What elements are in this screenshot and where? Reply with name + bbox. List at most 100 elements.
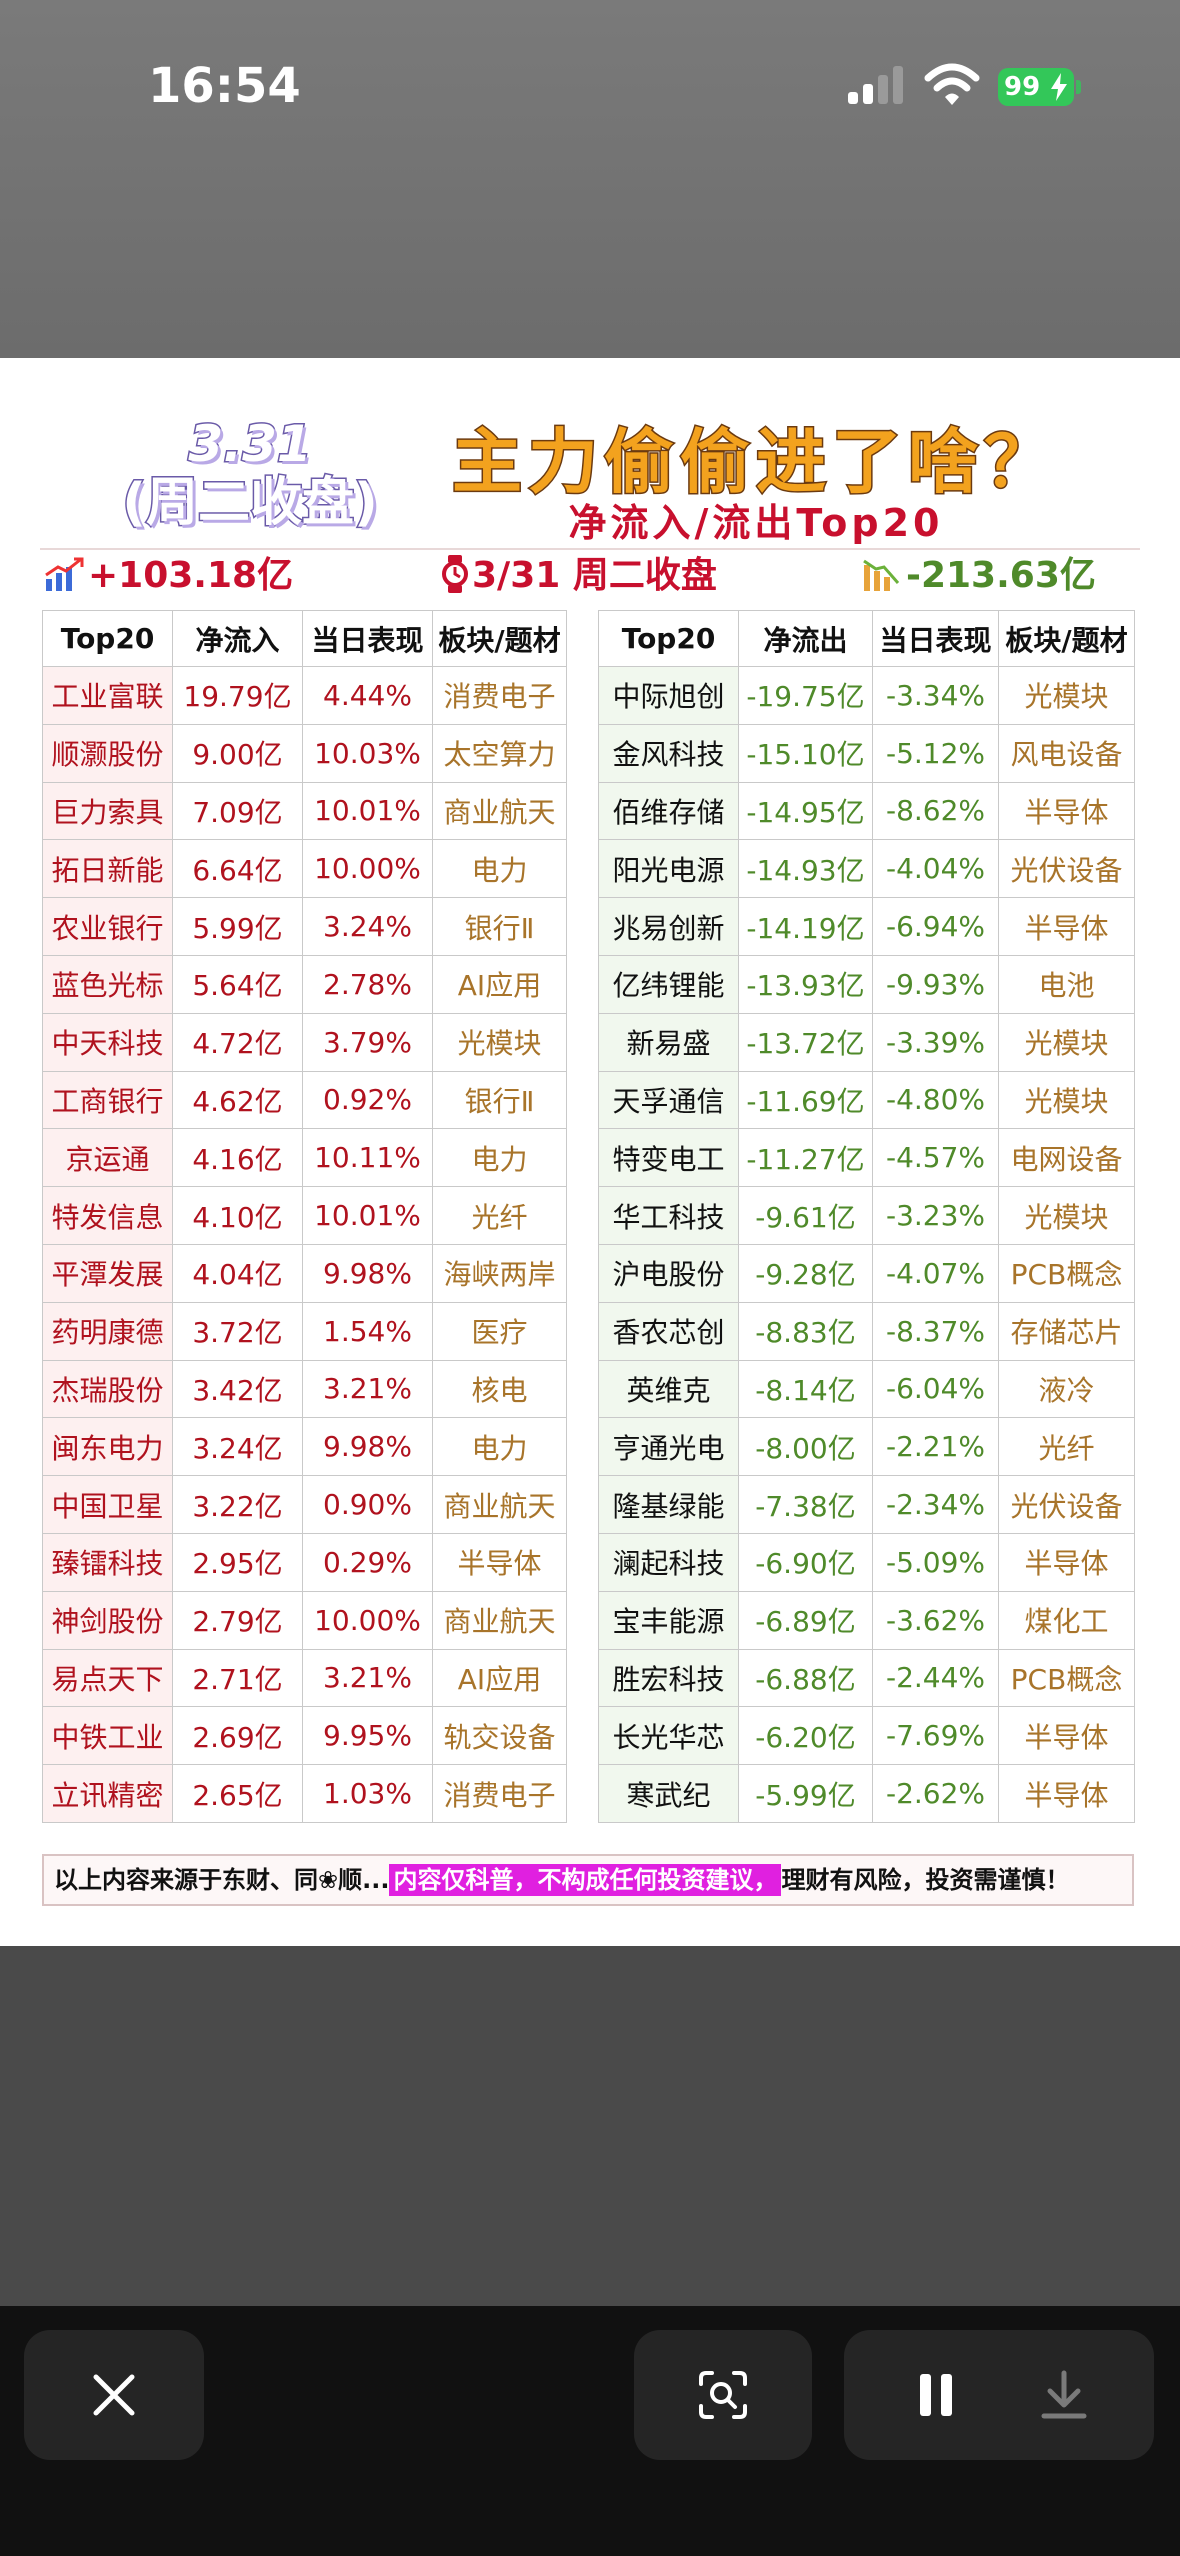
status-time: 16:54 bbox=[148, 58, 301, 114]
outflow-net-amount: -14.93亿 bbox=[738, 839, 873, 899]
outflow-stock-name: 新易盛 bbox=[598, 1012, 739, 1072]
outflow-sector: 半导体 bbox=[998, 781, 1135, 841]
inflow-row: 中国卫星 3.22亿 0.90% 商业航天 bbox=[42, 1475, 567, 1534]
outflow-sector: 光模块 bbox=[998, 1070, 1135, 1130]
outflow-header-change: 当日表现 bbox=[872, 610, 999, 667]
inflow-net-amount: 6.64亿 bbox=[172, 839, 303, 899]
total-inflow: +103.18亿 bbox=[44, 548, 293, 604]
outflow-daily-change: -3.23% bbox=[872, 1186, 999, 1245]
outflow-daily-change: -2.44% bbox=[872, 1648, 999, 1708]
poster-date: 3.31 bbox=[187, 415, 313, 474]
outflow-daily-change: -6.04% bbox=[872, 1359, 999, 1419]
outflow-row: 香农芯创 -8.83亿 -8.37% 存储芯片 bbox=[598, 1301, 1135, 1361]
outflow-daily-change: -4.04% bbox=[872, 839, 999, 899]
outflow-row: 金风科技 -15.10亿 -5.12% 风电设备 bbox=[598, 723, 1135, 783]
visual-lookup-button[interactable] bbox=[634, 2330, 812, 2460]
inflow-net-amount: 4.10亿 bbox=[172, 1186, 303, 1245]
inflow-stock-name: 工业富联 bbox=[42, 666, 173, 725]
inflow-row: 神剑股份 2.79亿 10.00% 商业航天 bbox=[42, 1590, 567, 1650]
outflow-daily-change: -8.37% bbox=[872, 1301, 999, 1361]
outflow-row: 佰维存储 -14.95亿 -8.62% 半导体 bbox=[598, 781, 1135, 841]
outflow-row: 寒武纪 -5.99亿 -2.62% 半导体 bbox=[598, 1764, 1135, 1823]
inflow-row: 巨力索具 7.09亿 10.01% 商业航天 bbox=[42, 781, 567, 841]
inflow-stock-name: 京运通 bbox=[42, 1128, 173, 1188]
outflow-stock-name: 宝丰能源 bbox=[598, 1590, 739, 1650]
outflow-net-amount: -15.10亿 bbox=[738, 723, 873, 783]
inflow-sector: 消费电子 bbox=[432, 666, 567, 725]
inflow-daily-change: 2.78% bbox=[302, 954, 433, 1014]
outflow-stock-name: 兆易创新 bbox=[598, 897, 739, 956]
inflow-table: Top20 净流入 当日表现 板块/题材 工业富联 19.79亿 4.44% 消费电子… bbox=[42, 610, 567, 1823]
inflow-row: 工业富联 19.79亿 4.44% 消费电子 bbox=[42, 666, 567, 725]
inflow-row: 工商银行 4.62亿 0.92% 银行Ⅱ bbox=[42, 1070, 567, 1130]
outflow-row: 长光华芯 -6.20亿 -7.69% 半导体 bbox=[598, 1706, 1135, 1766]
inflow-sector: 电力 bbox=[432, 1128, 567, 1188]
outflow-net-amount: -6.90亿 bbox=[738, 1532, 873, 1592]
download-icon[interactable] bbox=[1040, 2370, 1088, 2420]
inflow-row: 立讯精密 2.65亿 1.03% 消费电子 bbox=[42, 1764, 567, 1823]
outflow-stock-name: 特变电工 bbox=[598, 1128, 739, 1188]
disclaimer: 以上内容来源于东财、同❀顺... 内容仅科普，不构成任何投资建议， 理财有风险，投资… bbox=[42, 1854, 1134, 1906]
outflow-net-amount: -8.00亿 bbox=[738, 1417, 873, 1477]
outflow-net-amount: -9.61亿 bbox=[738, 1186, 873, 1245]
inflow-row: 药明康德 3.72亿 1.54% 医疗 bbox=[42, 1301, 567, 1361]
total-outflow-value: -213.63亿 bbox=[906, 555, 1096, 596]
outflow-daily-change: -3.62% bbox=[872, 1590, 999, 1650]
inflow-net-amount: 7.09亿 bbox=[172, 781, 303, 841]
outflow-sector: 电网设备 bbox=[998, 1128, 1135, 1188]
inflow-net-amount: 9.00亿 bbox=[172, 723, 303, 783]
inflow-daily-change: 1.03% bbox=[302, 1764, 433, 1823]
outflow-header-sector: 板块/题材 bbox=[998, 610, 1135, 667]
outflow-daily-change: -5.12% bbox=[872, 723, 999, 783]
close-icon bbox=[93, 2374, 135, 2416]
inflow-row: 平潭发展 4.04亿 9.98% 海峡两岸 bbox=[42, 1243, 567, 1303]
inflow-net-amount: 2.71亿 bbox=[172, 1648, 303, 1708]
outflow-net-amount: -7.38亿 bbox=[738, 1475, 873, 1534]
outflow-row: 兆易创新 -14.19亿 -6.94% 半导体 bbox=[598, 897, 1135, 956]
outflow-table: Top20 净流出 当日表现 板块/题材 中际旭创 -19.75亿 -3.34% 光模… bbox=[598, 610, 1135, 1823]
inflow-stock-name: 中铁工业 bbox=[42, 1706, 173, 1766]
inflow-row: 中铁工业 2.69亿 9.95% 轨交设备 bbox=[42, 1706, 567, 1766]
outflow-daily-change: -6.94% bbox=[872, 897, 999, 956]
inflow-stock-name: 立讯精密 bbox=[42, 1764, 173, 1823]
outflow-stock-name: 中际旭创 bbox=[598, 666, 739, 725]
outflow-stock-name: 金风科技 bbox=[598, 723, 739, 783]
outflow-sector: 光伏设备 bbox=[998, 1475, 1135, 1534]
poster-image[interactable]: 3.31 (周二收盘) 主力偷偷进了啥？ 净流入/流出Top20 +103.18… bbox=[0, 358, 1180, 1946]
inflow-daily-change: 0.29% bbox=[302, 1532, 433, 1592]
outflow-header-amount: 净流出 bbox=[738, 610, 873, 667]
outflow-row: 宝丰能源 -6.89亿 -3.62% 煤化工 bbox=[598, 1590, 1135, 1650]
outflow-row: 澜起科技 -6.90亿 -5.09% 半导体 bbox=[598, 1532, 1135, 1592]
visual-lookup-icon bbox=[699, 2371, 747, 2419]
inflow-daily-change: 3.24% bbox=[302, 897, 433, 956]
outflow-net-amount: -14.19亿 bbox=[738, 897, 873, 956]
inflow-stock-name: 神剑股份 bbox=[42, 1590, 173, 1650]
inflow-header-change: 当日表现 bbox=[302, 610, 433, 667]
inflow-net-amount: 3.22亿 bbox=[172, 1475, 303, 1534]
pause-icon[interactable] bbox=[914, 2372, 958, 2418]
wifi-icon bbox=[924, 63, 980, 105]
inflow-net-amount: 3.72亿 bbox=[172, 1301, 303, 1361]
inflow-net-amount: 2.95亿 bbox=[172, 1532, 303, 1592]
close-button[interactable] bbox=[24, 2330, 204, 2460]
falling-chart-icon bbox=[863, 559, 900, 591]
outflow-daily-change: -3.39% bbox=[872, 1012, 999, 1072]
outflow-net-amount: -13.93亿 bbox=[738, 954, 873, 1014]
outflow-net-amount: -11.27亿 bbox=[738, 1128, 873, 1188]
outflow-row: 胜宏科技 -6.88亿 -2.44% PCB概念 bbox=[598, 1648, 1135, 1708]
title-divider bbox=[40, 548, 1140, 550]
outflow-stock-name: 香农芯创 bbox=[598, 1301, 739, 1361]
outflow-stock-name: 英维克 bbox=[598, 1359, 739, 1419]
outflow-stock-name: 佰维存储 bbox=[598, 781, 739, 841]
outflow-sector: 风电设备 bbox=[998, 723, 1135, 783]
outflow-stock-name: 阳光电源 bbox=[598, 839, 739, 899]
outflow-stock-name: 沪电股份 bbox=[598, 1243, 739, 1303]
inflow-net-amount: 4.04亿 bbox=[172, 1243, 303, 1303]
inflow-stock-name: 农业银行 bbox=[42, 897, 173, 956]
outflow-net-amount: -6.88亿 bbox=[738, 1648, 873, 1708]
outflow-net-amount: -11.69亿 bbox=[738, 1070, 873, 1130]
outflow-daily-change: -5.09% bbox=[872, 1532, 999, 1592]
outflow-net-amount: -14.95亿 bbox=[738, 781, 873, 841]
inflow-sector: 银行Ⅱ bbox=[432, 897, 567, 956]
inflow-stock-name: 易点天下 bbox=[42, 1648, 173, 1708]
